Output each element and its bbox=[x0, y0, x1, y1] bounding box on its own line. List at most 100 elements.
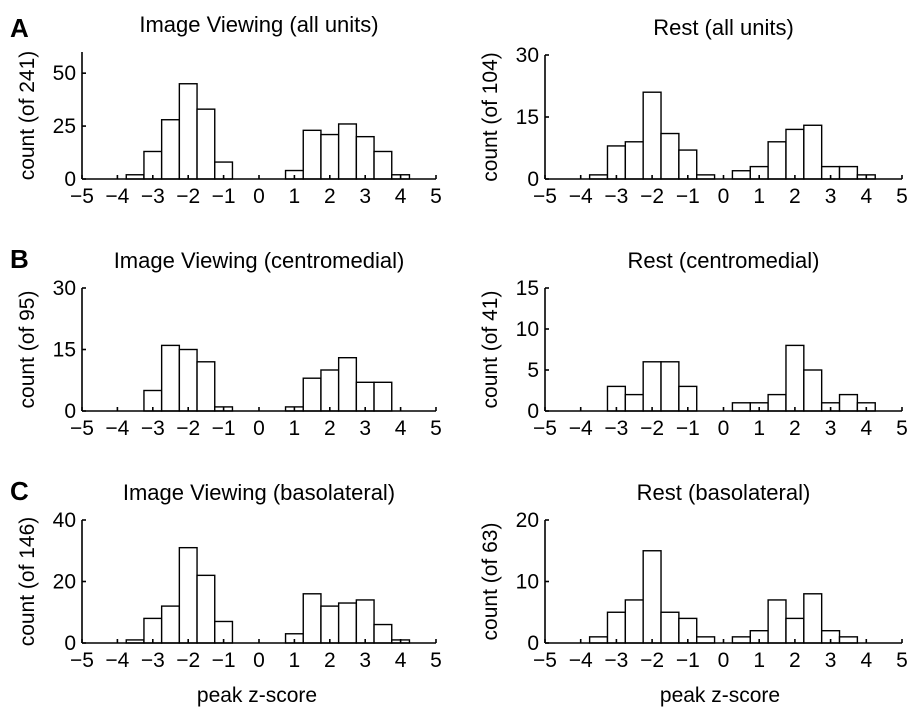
panel-image-viewing-basolateral: Image Viewing (basolateral) count (of 146… bbox=[16, 480, 442, 672]
x-tick-label: 5 bbox=[430, 417, 442, 440]
bar bbox=[302, 377, 322, 412]
bar bbox=[337, 357, 358, 412]
bar bbox=[373, 381, 393, 412]
bar bbox=[731, 402, 751, 412]
bar bbox=[642, 361, 662, 412]
y-tick-label: 30 bbox=[516, 44, 539, 67]
x-tick-label: 0 bbox=[718, 417, 730, 440]
panel-image-viewing-all: Image Viewing (all units) count (of 241) −… bbox=[16, 12, 442, 208]
x-tick-label: 3 bbox=[825, 185, 837, 208]
bar bbox=[178, 83, 198, 180]
x-tick-label: −4 bbox=[105, 649, 129, 672]
x-tick-label: 4 bbox=[860, 185, 872, 208]
x-tick-label: −1 bbox=[676, 649, 700, 672]
y-tick-label: 5 bbox=[527, 359, 539, 382]
bar bbox=[642, 91, 662, 180]
x-tick-label: 0 bbox=[718, 185, 730, 208]
bar bbox=[624, 599, 644, 644]
bar bbox=[320, 133, 340, 180]
bar bbox=[337, 123, 358, 180]
x-tick-label: 2 bbox=[789, 417, 801, 440]
x-tick-label: 5 bbox=[430, 185, 442, 208]
bar bbox=[731, 636, 751, 644]
x-tick-label: −3 bbox=[604, 417, 628, 440]
bar bbox=[196, 361, 216, 412]
x-tick-label: −5 bbox=[533, 185, 557, 208]
x-tick-label: −4 bbox=[569, 185, 593, 208]
x-tick-label: 3 bbox=[825, 649, 837, 672]
x-tick-label: −5 bbox=[70, 185, 94, 208]
x-tick-label: 5 bbox=[896, 185, 908, 208]
y-axis-label: count (of 146) bbox=[16, 517, 39, 647]
bar bbox=[785, 344, 805, 412]
histogram-panels: Image Viewing (all units) count (of 241) −… bbox=[16, 12, 908, 672]
x-tick-label: 1 bbox=[753, 649, 765, 672]
x-tick-label: −5 bbox=[70, 417, 94, 440]
x-axis-label-left: peak z-score bbox=[197, 684, 317, 707]
y-axis-label: count (of 104) bbox=[479, 52, 502, 182]
panel-rest-all: Rest (all units) count (of 104) −5 −4 −3 −2 −1… bbox=[479, 15, 908, 208]
x-tick-label: −1 bbox=[212, 649, 236, 672]
bar bbox=[355, 135, 375, 180]
x-tick-label: −1 bbox=[676, 417, 700, 440]
bar bbox=[803, 369, 823, 412]
bar bbox=[178, 546, 198, 644]
bar bbox=[355, 599, 375, 644]
y-axis-label: count (of 95) bbox=[16, 291, 39, 409]
panel-image-viewing-centromedial: Image Viewing (centromedial) count (of 95… bbox=[16, 248, 442, 440]
y-tick-label: 15 bbox=[53, 339, 76, 362]
bar bbox=[803, 593, 823, 644]
x-tick-label: 0 bbox=[718, 649, 730, 672]
panel-label-b: B bbox=[10, 244, 29, 274]
chart-title: Image Viewing (all units) bbox=[139, 12, 378, 37]
bar bbox=[320, 605, 340, 644]
x-tick-label: 2 bbox=[789, 185, 801, 208]
x-tick-label: 5 bbox=[896, 417, 908, 440]
bar bbox=[160, 344, 181, 412]
y-tick-label: 20 bbox=[516, 509, 539, 532]
x-tick-label: 4 bbox=[860, 649, 872, 672]
bar bbox=[624, 141, 644, 180]
x-tick-label: 5 bbox=[896, 649, 908, 672]
x-tick-label: −4 bbox=[569, 417, 593, 440]
y-tick-label: 50 bbox=[53, 62, 76, 85]
bar bbox=[767, 141, 787, 180]
y-axis-label: count (of 63) bbox=[479, 523, 502, 641]
y-axis-label: count (of 41) bbox=[479, 291, 502, 409]
bar bbox=[160, 119, 181, 180]
y-tick-label: 0 bbox=[527, 400, 539, 423]
bar bbox=[731, 170, 751, 180]
bar bbox=[696, 636, 716, 644]
bar bbox=[337, 602, 358, 644]
bar bbox=[373, 150, 393, 180]
bar bbox=[606, 145, 627, 180]
chart-title: Image Viewing (centromedial) bbox=[114, 248, 405, 273]
bar bbox=[606, 611, 627, 644]
x-tick-label: 1 bbox=[289, 185, 301, 208]
x-tick-label: −1 bbox=[212, 185, 236, 208]
x-tick-label: 3 bbox=[359, 649, 371, 672]
x-tick-label: 3 bbox=[825, 417, 837, 440]
bar bbox=[660, 361, 680, 412]
y-tick-label: 15 bbox=[516, 277, 539, 300]
bar bbox=[660, 132, 680, 180]
x-tick-label: −2 bbox=[176, 417, 200, 440]
y-tick-label: 15 bbox=[516, 106, 539, 129]
x-tick-label: −4 bbox=[569, 649, 593, 672]
x-tick-label: −3 bbox=[141, 417, 165, 440]
x-tick-label: 0 bbox=[253, 417, 265, 440]
x-tick-label: 1 bbox=[753, 417, 765, 440]
y-tick-label: 0 bbox=[64, 632, 76, 655]
y-tick-label: 10 bbox=[516, 571, 539, 594]
bar bbox=[320, 369, 340, 412]
x-tick-label: −3 bbox=[604, 185, 628, 208]
panel-label-a: A bbox=[10, 13, 29, 43]
bar bbox=[838, 165, 859, 180]
x-tick-label: −3 bbox=[141, 185, 165, 208]
bar bbox=[660, 611, 680, 644]
x-tick-label: −5 bbox=[533, 417, 557, 440]
x-tick-label: −3 bbox=[604, 649, 628, 672]
x-tick-label: 4 bbox=[395, 417, 407, 440]
x-tick-label: 1 bbox=[289, 649, 301, 672]
panel-rest-basolateral: Rest (basolateral) count (of 63) −5 −4 −3 −2−… bbox=[479, 480, 908, 672]
